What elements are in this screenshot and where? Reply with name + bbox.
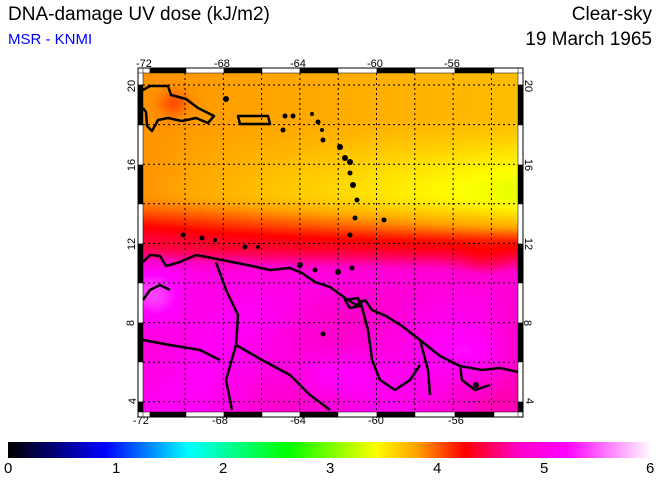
- colorbar-label: 3: [326, 460, 335, 477]
- frame-scale-segment: [223, 411, 263, 418]
- lon-tick-top: -56: [444, 58, 460, 70]
- frame-scale-segment: [137, 84, 144, 126]
- colorbar-label: 4: [433, 460, 442, 477]
- lat-tick-left: 8: [125, 319, 138, 327]
- frame-scale-segment: [137, 164, 144, 205]
- coast-trinidad: [343, 296, 362, 310]
- frame-scale-segment: [137, 322, 144, 363]
- coast-hispaniola: [142, 84, 216, 133]
- lon-tick-top: -72: [136, 58, 152, 70]
- lat-tick-right: 20: [522, 79, 535, 93]
- frame-scale-segment: [149, 67, 187, 74]
- colorbar-label: 6: [646, 460, 655, 477]
- map-title: DNA-damage UV dose (kJ/m2): [8, 4, 270, 25]
- border-french-guiana: [458, 365, 491, 392]
- coastlines: [141, 84, 519, 411]
- frame-scale-segment: [517, 361, 524, 403]
- frame-scale-segment: [149, 411, 187, 418]
- frame-scale-segment: [517, 322, 524, 363]
- lat-tick-right: 16: [522, 158, 535, 172]
- frame-scale-segment: [493, 411, 519, 418]
- coast-puerto-rico: [236, 114, 272, 126]
- frame-scale-segment: [137, 203, 144, 245]
- colorbar-label: 0: [4, 460, 13, 477]
- border-suriname: [418, 339, 432, 396]
- lon-tick-top: -64: [290, 58, 306, 70]
- graticule: [143, 73, 518, 412]
- lon-tick-top: -60: [367, 58, 383, 70]
- frame-border: [137, 67, 524, 418]
- frame-scale-segment: [517, 282, 524, 324]
- frame-scale-segment: [137, 124, 144, 166]
- border-venezuela-brazil: [235, 343, 331, 411]
- lat-tick-left: 16: [126, 158, 139, 172]
- colorbar-label: 5: [540, 460, 549, 477]
- coast-south-america: [142, 253, 519, 374]
- lat-tick-right: 4: [523, 397, 536, 405]
- frame-scale-segment: [137, 361, 144, 403]
- lon-tick-bottom: -68: [212, 415, 228, 427]
- lon-tick-top: -68: [214, 58, 230, 70]
- frame-scale-segment: [454, 67, 495, 74]
- colorbar-label: 1: [112, 460, 121, 477]
- coast-lake-maracaibo: [141, 283, 171, 301]
- border-peru-brazil: [142, 338, 221, 362]
- lon-tick-bottom: -56: [448, 415, 464, 427]
- lon-tick-bottom: -64: [290, 415, 306, 427]
- map-overlay: [137, 67, 524, 418]
- lon-tick-bottom: -60: [368, 415, 384, 427]
- source-label: MSR - KNMI: [8, 31, 93, 48]
- lat-tick-left: 12: [126, 237, 139, 251]
- islands: [180, 96, 479, 388]
- map-frame: [137, 67, 524, 418]
- colorbar: [8, 442, 652, 458]
- condition-label: Clear-sky: [571, 4, 652, 25]
- date-label: 19 March 1965: [525, 29, 652, 50]
- uv-dose-field: [143, 73, 518, 412]
- frame-scale-segment: [137, 72, 144, 86]
- lon-tick-bottom: -72: [133, 415, 149, 427]
- frame-scale-segment: [137, 282, 144, 324]
- colorbar-label: 2: [219, 460, 228, 477]
- lat-tick-left: 20: [126, 79, 139, 93]
- lat-tick-right: 12: [522, 237, 535, 251]
- border-guyana: [358, 299, 422, 392]
- border-colombia-venezuela: [214, 261, 240, 411]
- lat-tick-left: 4: [127, 397, 140, 405]
- frame-scale-segment: [137, 243, 144, 284]
- frame-scale-segment: [493, 67, 519, 74]
- lat-tick-right: 8: [521, 319, 534, 327]
